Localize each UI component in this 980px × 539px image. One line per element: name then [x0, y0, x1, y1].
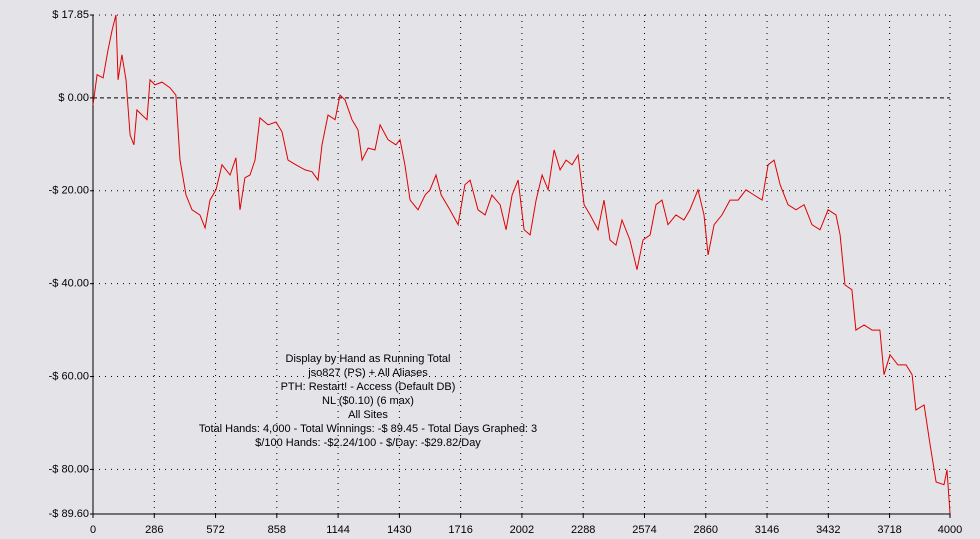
y-tick-label: -$ 60.00: [49, 370, 89, 382]
x-tick-label: 3432: [816, 524, 840, 536]
annotation: NL ($0.10) (6 max): [322, 395, 414, 407]
annotation: PTH: Restart! - Access (Default DB): [281, 381, 456, 393]
x-tick-label: 572: [206, 524, 224, 536]
annotation: jso827 (PS) + All Aliases: [307, 367, 428, 379]
y-tick-label: $ 0.00: [58, 92, 89, 104]
line: [92, 14, 951, 514]
x-tick-label: 1430: [387, 524, 411, 536]
y-tick-label: -$ 40.00: [49, 278, 89, 290]
y-tick-label: -$ 80.00: [49, 463, 89, 475]
y-tick-label: -$ 20.00: [49, 185, 89, 197]
x-tick-label: 0: [90, 524, 96, 536]
x-tick-label: 3146: [755, 524, 779, 536]
annotation: Total Hands: 4,000 - Total Winnings: -$ …: [199, 423, 537, 435]
y-tick-label: $ 17.85: [52, 9, 89, 21]
x-tick-label: 2002: [510, 524, 534, 536]
x-tick-label: 3718: [877, 524, 901, 536]
x-tick-label: 1144: [326, 524, 350, 536]
annotation: All Sites: [348, 409, 388, 421]
y-tick-label: -$ 89.60: [49, 508, 89, 520]
annotation: Display by Hand as Running Total: [286, 353, 451, 365]
x-tick-label: 1716: [448, 524, 472, 536]
x-tick-label: 286: [145, 524, 163, 536]
x-tick-label: 2574: [632, 524, 656, 536]
x-tick-label: 2288: [571, 524, 595, 536]
x-tick-label: 858: [268, 524, 286, 536]
x-tick-label: 2860: [694, 524, 718, 536]
x-tick-label: 4000: [938, 524, 962, 536]
annotation: $/100 Hands: -$2.24/100 - $/Day: -$29.82…: [255, 437, 481, 449]
